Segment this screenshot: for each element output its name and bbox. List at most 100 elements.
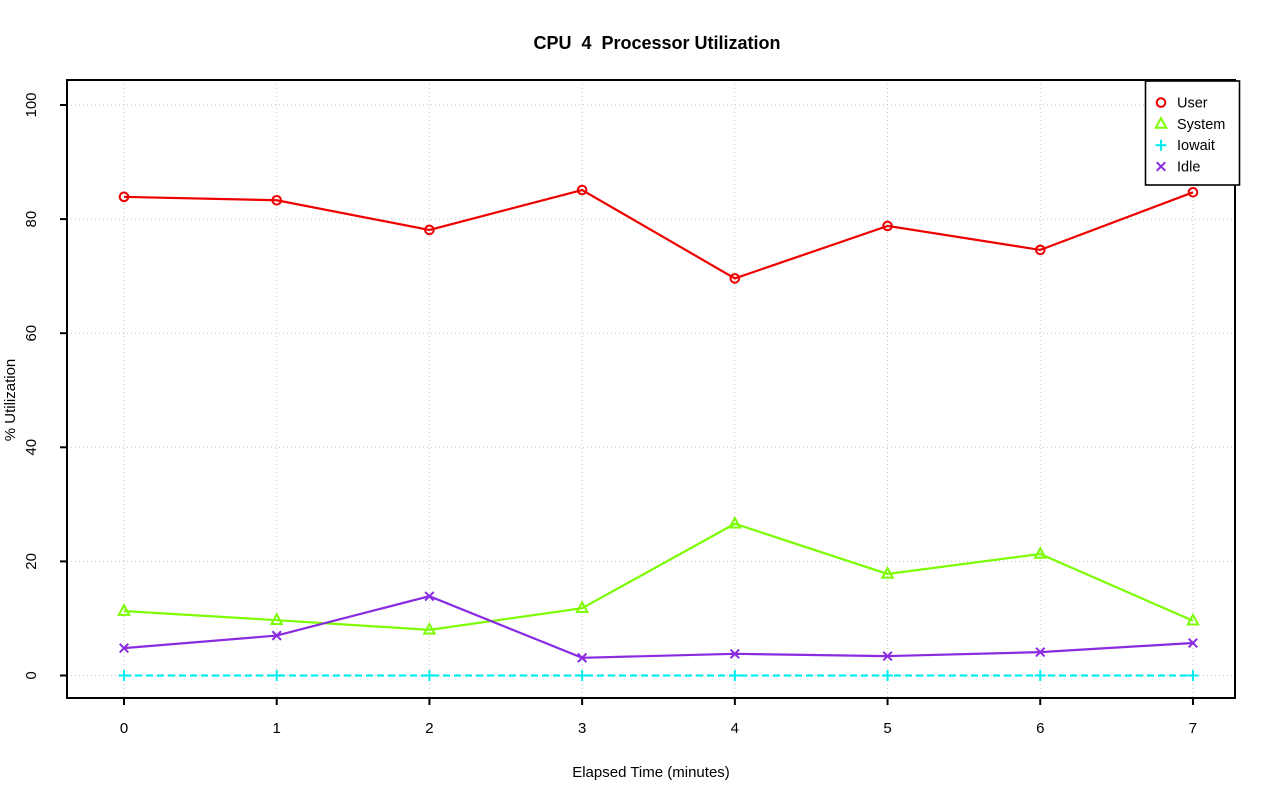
triangle-marker-icon xyxy=(1154,116,1168,129)
legend-label: System xyxy=(1177,117,1225,133)
grid-lines xyxy=(67,80,1235,698)
triangle-marker-icon xyxy=(880,566,895,579)
x-tick-label: 5 xyxy=(883,720,891,737)
x-marker-icon xyxy=(1035,647,1046,658)
x-marker-icon xyxy=(882,651,893,662)
data-point-marker-triangle xyxy=(269,612,284,625)
data-point-marker-plus xyxy=(271,670,283,681)
circle-marker-icon xyxy=(1187,186,1199,198)
data-point-marker-triangle xyxy=(422,621,437,635)
data-point-marker-circle xyxy=(576,184,588,196)
legend-item-user: User xyxy=(1155,96,1208,112)
data-point-marker-triangle xyxy=(1033,546,1048,559)
triangle-marker-icon xyxy=(117,603,131,616)
data-point-marker-plus xyxy=(118,670,130,681)
circle-marker-icon xyxy=(729,273,741,284)
series-line-user xyxy=(123,188,1194,280)
x-marker-icon xyxy=(424,591,435,602)
data-point-marker-triangle xyxy=(117,603,131,616)
x-tick-label: 6 xyxy=(1036,720,1044,737)
x-marker-icon xyxy=(118,643,130,654)
triangle-marker-icon xyxy=(727,515,742,529)
x-marker-icon xyxy=(577,652,588,663)
data-point-marker-circle xyxy=(271,194,283,206)
circle-marker-icon xyxy=(882,220,893,232)
data-point-marker-x xyxy=(729,648,740,659)
data-point-marker-x xyxy=(1035,647,1046,658)
data-point-marker-x xyxy=(577,652,588,663)
circle-marker-icon xyxy=(118,191,130,203)
triangle-marker-icon xyxy=(269,612,284,625)
data-point-marker-triangle xyxy=(727,515,742,529)
data-point-marker-plus xyxy=(1155,139,1167,151)
x-axis: 0 1 2 3 4 5 6 7 xyxy=(120,698,1197,737)
series-line-system xyxy=(123,522,1194,631)
data-point-marker-plus xyxy=(423,670,435,681)
triangle-marker-icon xyxy=(422,621,437,635)
x-tick-label: 4 xyxy=(731,720,739,737)
data-point-marker-plus xyxy=(882,670,894,681)
x-axis-label: Elapsed Time (minutes) xyxy=(572,764,730,781)
legend-item-system: System xyxy=(1154,116,1225,133)
legend-item-idle: Idle xyxy=(1155,160,1200,176)
data-point-marker-circle xyxy=(882,220,893,232)
data-point-marker-x xyxy=(118,643,130,654)
legend-label: User xyxy=(1177,96,1208,112)
y-tick-label: 60 xyxy=(23,325,40,342)
data-point-marker-plus xyxy=(1187,670,1199,681)
data-point-marker-circle xyxy=(729,273,741,284)
series-iowait xyxy=(118,670,1199,681)
legend-label: Idle xyxy=(1177,160,1200,176)
circle-marker-icon xyxy=(1034,244,1046,256)
data-point-marker-circle xyxy=(424,224,435,236)
x-tick-label: 7 xyxy=(1189,720,1197,737)
data-point-marker-triangle xyxy=(575,600,590,613)
x-marker-icon xyxy=(729,648,740,659)
x-marker-icon xyxy=(271,630,282,641)
x-marker-icon xyxy=(1155,161,1167,172)
y-tick-label: 80 xyxy=(23,211,40,228)
circle-marker-icon xyxy=(576,184,588,196)
data-point-marker-triangle xyxy=(880,566,895,579)
triangle-marker-icon xyxy=(1033,546,1048,559)
data-point-marker-triangle xyxy=(1154,116,1168,129)
legend-label: Iowait xyxy=(1177,138,1215,154)
y-tick-label: 40 xyxy=(23,439,40,456)
circle-marker-icon xyxy=(424,224,435,236)
data-point-marker-x xyxy=(1155,161,1167,172)
circle-marker-icon xyxy=(271,194,283,206)
y-tick-label: 100 xyxy=(23,92,40,117)
data-point-marker-circle xyxy=(118,191,130,203)
x-tick-label: 1 xyxy=(273,720,281,737)
plot-border xyxy=(66,79,1236,699)
y-tick-label: 20 xyxy=(23,553,40,570)
series-line-idle xyxy=(123,595,1194,659)
data-point-marker-plus xyxy=(729,670,741,681)
data-point-marker-circle xyxy=(1187,186,1199,198)
triangle-marker-icon xyxy=(1186,612,1200,626)
chart-title: CPU 4 Processor Utilization xyxy=(533,33,780,53)
data-point-marker-plus xyxy=(1034,670,1046,681)
legend-item-iowait: Iowait xyxy=(1155,138,1215,154)
series-system xyxy=(117,515,1200,635)
data-point-marker-x xyxy=(424,591,435,602)
data-point-marker-x xyxy=(882,651,893,662)
x-tick-label: 2 xyxy=(425,720,433,737)
data-point-marker-circle xyxy=(1155,97,1167,108)
chart-layers: 0 1 2 3 4 5 6 7 0 20 40 60 80 100 User System Iowait Idle xyxy=(23,79,1241,737)
y-tick-label: 0 xyxy=(23,671,40,679)
triangle-marker-icon xyxy=(575,600,590,613)
x-tick-label: 3 xyxy=(578,720,586,737)
y-axis-label: % Utilization xyxy=(2,359,19,442)
series-user xyxy=(118,184,1199,284)
x-tick-label: 0 xyxy=(120,720,128,737)
circle-marker-icon xyxy=(1155,97,1167,108)
data-point-marker-plus xyxy=(576,670,588,681)
data-point-marker-circle xyxy=(1034,244,1046,256)
data-point-marker-x xyxy=(271,630,282,641)
series-idle xyxy=(118,591,1198,663)
legend: User System Iowait Idle xyxy=(1144,80,1241,186)
y-axis: 0 20 40 60 80 100 xyxy=(23,92,67,680)
